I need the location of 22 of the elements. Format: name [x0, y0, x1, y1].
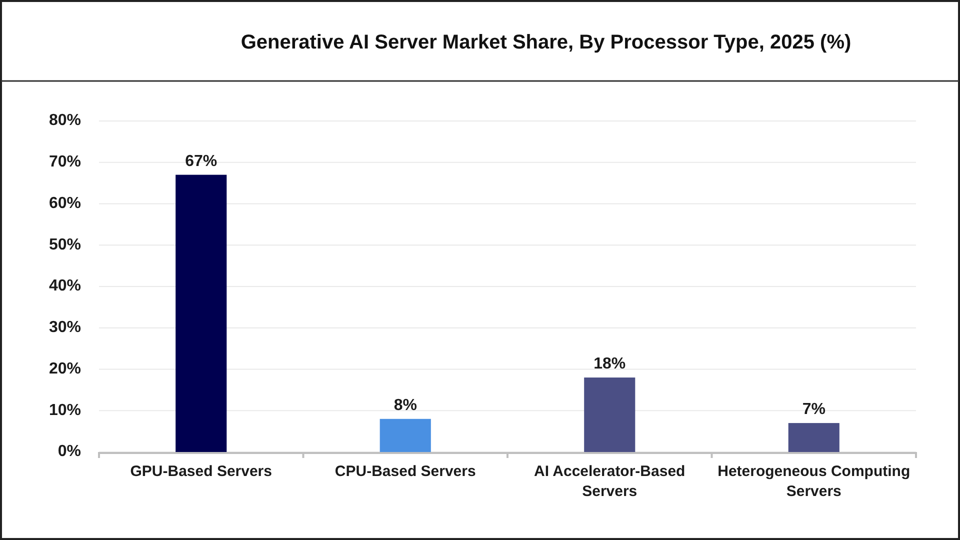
y-tick-label: 60% [48, 194, 81, 212]
data-label: 18% [594, 356, 626, 373]
data-label: 7% [802, 401, 826, 418]
y-tick-label: 30% [48, 319, 81, 336]
chart-title: Generative AI Server Market Share, By Processor Type, 2025 (%) [240, 31, 852, 54]
bar [176, 174, 227, 452]
y-tick-label: 80% [48, 112, 81, 130]
y-tick-label: 0% [58, 443, 81, 460]
bar [380, 418, 431, 452]
x-tick-label: CPU-Based Servers [334, 462, 476, 480]
y-tick-label: 10% [48, 402, 81, 419]
bar [788, 423, 840, 452]
y-tick-label: 40% [48, 278, 81, 295]
x-tick-label: Heterogeneous Computing Servers [718, 462, 910, 500]
x-tick-label: AI Accelerator-Based Servers [534, 462, 686, 500]
y-tick-label: 70% [48, 154, 81, 171]
x-tick-label: GPU-Based Servers [130, 462, 272, 480]
bar [584, 378, 636, 452]
data-label: 8% [394, 396, 417, 414]
data-label: 67% [185, 152, 218, 170]
y-tick-label: 50% [48, 236, 81, 254]
y-tick-label: 20% [48, 360, 81, 378]
